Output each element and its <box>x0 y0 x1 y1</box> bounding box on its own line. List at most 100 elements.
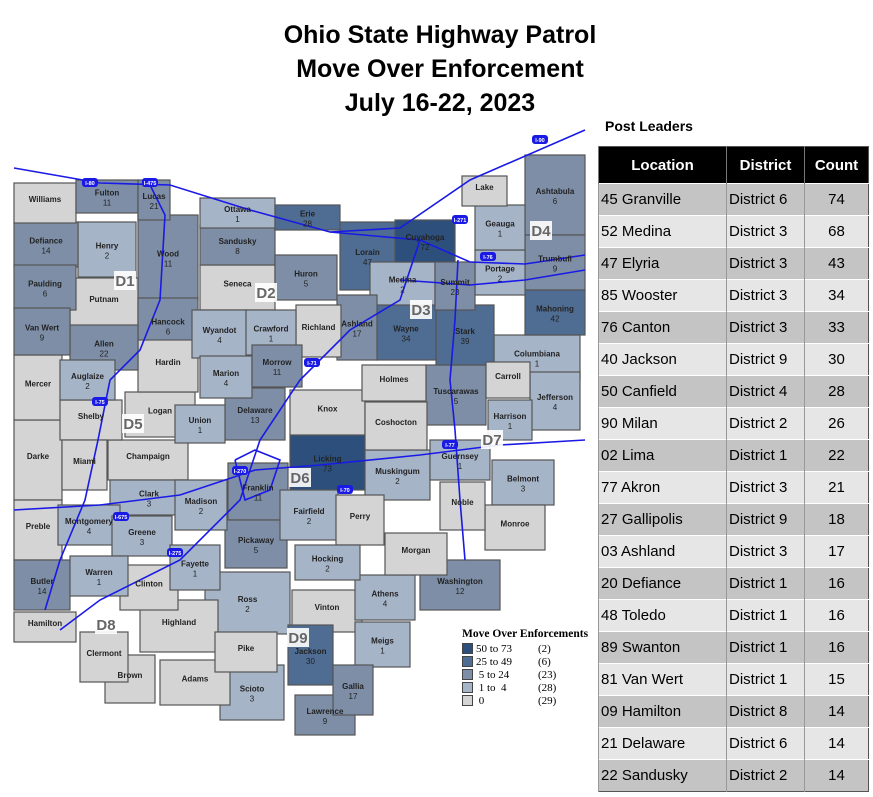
county-count: 1 <box>508 422 513 431</box>
county-name: Medina <box>389 276 417 285</box>
legend-count: (2) <box>538 642 551 655</box>
county-count: 4 <box>217 336 222 345</box>
county-count: 12 <box>456 587 465 596</box>
county-count: 11 <box>103 199 112 208</box>
county-auglaize <box>59 359 116 401</box>
county-count: 17 <box>349 692 358 701</box>
highway-line <box>329 129 586 233</box>
county-mahoning <box>524 289 586 336</box>
table-row: 09 Hamilton District 8 14 <box>598 695 869 728</box>
legend-item: 5 to 24 (23) <box>462 668 588 681</box>
county-name: Carroll <box>495 372 521 381</box>
county-count: 8 <box>235 247 240 256</box>
county-union <box>174 404 226 444</box>
district-label: D3 <box>411 302 430 319</box>
county-name: Geauga <box>485 220 515 229</box>
county-hocking <box>294 544 361 581</box>
county-count: 1 <box>198 426 203 435</box>
highway-line <box>59 239 421 631</box>
cell-district: District 6 <box>726 183 805 216</box>
interstate-shield-icon <box>337 485 353 494</box>
cell-district: District 1 <box>726 631 805 664</box>
highway-label: I-275 <box>169 551 182 557</box>
highway-label: I-70 <box>340 488 349 494</box>
county-count: 9 <box>323 717 328 726</box>
county-name: Marion <box>213 369 239 378</box>
county-name: Miami <box>73 457 96 466</box>
county-name: Morrow <box>263 358 293 367</box>
table-row: 85 Wooster District 3 34 <box>598 279 869 312</box>
highway-label: I-90 <box>535 138 544 144</box>
county-coshocton <box>364 401 428 451</box>
county-count: 3 <box>521 485 526 494</box>
legend-title: Move Over Enforcements <box>462 628 589 640</box>
county-name: Trumbull <box>538 255 572 264</box>
cell-location: 89 Swanton <box>598 631 727 664</box>
table-row: 27 Gallipolis District 9 18 <box>598 503 869 536</box>
cell-district: District 3 <box>726 247 805 280</box>
legend-range: 50 to 73 <box>476 642 513 655</box>
highway-label: I-71 <box>307 361 316 367</box>
county-name: Crawford <box>253 325 288 334</box>
cell-location: 03 Ashland <box>598 535 727 568</box>
district-label-bg <box>481 430 503 449</box>
cell-district: District 9 <box>726 343 805 376</box>
county-count: 73 <box>323 465 332 474</box>
county-count: 2 <box>307 517 312 526</box>
table-row: 47 Elyria District 3 43 <box>598 247 869 280</box>
cell-count: 74 <box>804 183 869 216</box>
county-name: Greene <box>128 528 156 537</box>
county-name: Lucas <box>142 192 166 201</box>
county-name: Lawrence <box>307 707 344 716</box>
cell-count: 16 <box>804 631 869 664</box>
county-williams <box>13 182 77 224</box>
county-count: 28 <box>303 220 312 229</box>
county-name: Delaware <box>237 406 273 415</box>
county-count: 5 <box>254 546 259 555</box>
county-pickaway <box>224 519 288 569</box>
county-count: 4 <box>224 379 229 388</box>
highway-label: I-475 <box>144 181 157 187</box>
county-name: Wyandot <box>203 326 237 335</box>
county-name: Paulding <box>28 280 62 289</box>
county-name: Harrison <box>494 412 527 421</box>
county-name: Van Wert <box>25 324 59 333</box>
county-count: 3 <box>147 500 152 509</box>
post-leaders-table: Location District Count 45 Granville Dist… <box>598 146 869 792</box>
county-count: 9 <box>40 334 45 343</box>
cell-district: District 1 <box>726 439 805 472</box>
legend-count: (23) <box>538 668 557 681</box>
county-name: Mahoning <box>536 305 574 314</box>
legend-range: 1 to 4 <box>476 681 507 694</box>
county-name: Ottawa <box>224 205 251 214</box>
county-cuyahoga <box>394 219 456 263</box>
county-name: Stark <box>455 327 476 336</box>
county-count: 2 <box>105 252 110 261</box>
county-name: Madison <box>185 497 218 506</box>
map-legend: Move Over Enforcements 50 to 73 (2) 25 to … <box>462 628 588 707</box>
column-header-count: Count <box>804 146 869 184</box>
county-huron <box>274 254 338 301</box>
county-hamilton <box>13 611 77 643</box>
county-meigs <box>354 621 411 668</box>
county-count: 1 <box>97 578 102 587</box>
cell-location: 52 Medina <box>598 215 727 248</box>
ohio-county-map: WilliamsFulton11Lucas21Wood11Ottawa1Sand… <box>13 129 586 736</box>
cell-location: 02 Lima <box>598 439 727 472</box>
county-darke <box>13 419 63 501</box>
legend-swatch <box>462 669 473 680</box>
county-name: Summit <box>440 278 470 287</box>
county-count: 2 <box>325 565 330 574</box>
table-row: 48 Toledo District 1 16 <box>598 599 869 632</box>
highway-label: I-270 <box>234 469 247 475</box>
interstate-shield-icon <box>442 440 458 449</box>
cell-district: District 2 <box>726 759 805 792</box>
county-count: 72 <box>421 243 430 252</box>
county-count: 4 <box>383 600 388 609</box>
interstate-shield-icon <box>82 178 98 187</box>
county-name: Auglaize <box>71 372 104 381</box>
district-label-bg <box>114 271 136 290</box>
column-header-location: Location <box>598 146 727 184</box>
highway-line <box>399 269 586 286</box>
cell-location: 90 Milan <box>598 407 727 440</box>
